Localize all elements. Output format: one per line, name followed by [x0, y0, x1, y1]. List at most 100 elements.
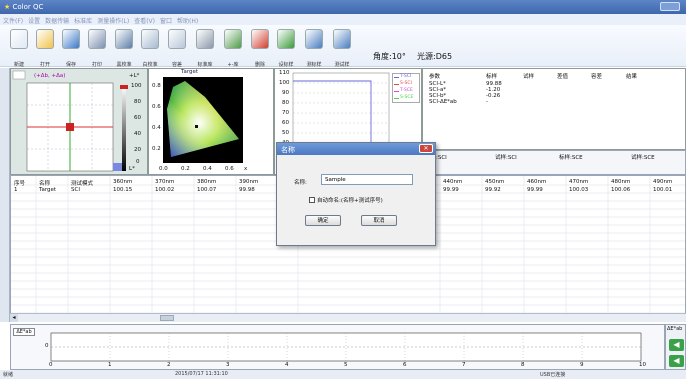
toolbar-label: 黑校准: [116, 62, 132, 68]
toolbar-label: 容差: [171, 62, 182, 68]
column-header[interactable]: 440nm: [443, 179, 463, 185]
name-label: 名称:: [294, 180, 307, 186]
horizontal-scrollbar[interactable]: ◂: [10, 313, 686, 322]
table-cell[interactable]: 99.92: [485, 187, 501, 193]
y-tick: 90: [282, 90, 289, 96]
column-header[interactable]: 380nm: [197, 179, 217, 185]
table-cell[interactable]: Target: [39, 187, 57, 193]
toolbar-button[interactable]: 测试样: [331, 29, 353, 68]
auto-name-checkbox[interactable]: [309, 197, 315, 203]
arrow-left-icon[interactable]: ◀: [669, 339, 684, 351]
trend-x-tick: 0: [49, 362, 53, 368]
status-bar: 就绪 2015/07/17 11:31:10 USB已连接: [0, 370, 686, 379]
scroll-left-icon[interactable]: ◂: [10, 314, 18, 322]
table-cell[interactable]: SCI: [71, 187, 80, 193]
toolbar-button[interactable]: 容差: [166, 29, 188, 68]
arrow-left-icon[interactable]: ◀: [669, 355, 684, 367]
toolbar-button[interactable]: 保存: [60, 29, 82, 68]
table-cell[interactable]: 99.98: [239, 187, 255, 193]
menu-item[interactable]: 数据传输: [45, 18, 70, 25]
toolbar-button[interactable]: 测标样: [303, 29, 325, 68]
results-header: 容差: [591, 74, 603, 80]
results-cell: SCI-a*: [429, 87, 447, 93]
trend-x-tick: 10: [639, 362, 646, 368]
angle-label: 角度:10°: [373, 52, 406, 61]
trend-y-label: 0: [45, 343, 49, 349]
legend-swatch: [394, 98, 399, 99]
column-header[interactable]: 470nm: [569, 179, 589, 185]
table-cell[interactable]: 100.01: [653, 187, 673, 193]
trend-x-tick: 5: [344, 362, 348, 368]
column-header[interactable]: 480nm: [611, 179, 631, 185]
x-tick: 0.4: [203, 166, 212, 172]
menu-item[interactable]: 文件(F): [3, 18, 24, 25]
column-header[interactable]: 名称: [39, 181, 51, 187]
results-cell: -0.26: [486, 93, 501, 99]
y-tick: 100: [279, 80, 290, 86]
measure-sample-icon: [333, 29, 351, 49]
toolbar-label: 删除: [254, 62, 265, 68]
column-header[interactable]: 490nm: [653, 179, 673, 185]
menu-item[interactable]: 测量操作(L): [97, 18, 130, 25]
column-header[interactable]: 360nm: [113, 179, 133, 185]
menu-item[interactable]: 窗口: [160, 18, 173, 25]
menu-item[interactable]: 设置: [28, 18, 41, 25]
dialog-title: 名称: [281, 146, 295, 154]
toolbar-button[interactable]: 删除: [249, 29, 271, 68]
column-header[interactable]: 序号: [14, 181, 26, 187]
toolbar-button[interactable]: 打印: [86, 29, 108, 68]
table-cell[interactable]: 100.06: [611, 187, 631, 193]
cancel-button[interactable]: 取消: [361, 215, 397, 226]
table-cell[interactable]: 99.99: [443, 187, 459, 193]
trend-tab[interactable]: ΔE*ab: [13, 328, 35, 336]
column-header[interactable]: 390nm: [239, 179, 259, 185]
status-time: 2015/07/17 11:31:10: [175, 371, 228, 377]
results-panel: 参数 标样 试样 差值 容差 结果 SCI-L* 99.88 SCI-a* -1.20 SCI-b*…: [422, 68, 686, 150]
toolbar-button[interactable]: 新建: [8, 29, 30, 68]
results-cell: -1.20: [486, 87, 501, 93]
spectrum-tab[interactable]: 标样:SCE: [559, 155, 583, 161]
column-header[interactable]: 460nm: [527, 179, 547, 185]
table-cell[interactable]: 1: [14, 187, 18, 193]
column-header[interactable]: 370nm: [155, 179, 175, 185]
table-cell[interactable]: 99.99: [527, 187, 543, 193]
l-tick: 40: [134, 131, 141, 137]
legend-swatch: [394, 77, 399, 78]
toolbar-button[interactable]: 白校准: [139, 29, 161, 68]
name-input[interactable]: [321, 174, 413, 185]
column-header[interactable]: 测试模式: [71, 181, 94, 187]
toolbar-button[interactable]: 打开: [34, 29, 56, 68]
status-connection: USB已连接: [540, 372, 566, 378]
trend-x-tick: 9: [580, 362, 584, 368]
toolbar-button[interactable]: 标准库: [194, 29, 216, 68]
toolbar-button[interactable]: 设标样: [275, 29, 297, 68]
spectrum-tab[interactable]: 试样:SCI: [495, 155, 517, 161]
legend-entry: T-SCI: [393, 74, 419, 81]
toolbar-button[interactable]: 黑校准: [113, 29, 135, 68]
open-folder-icon: [36, 29, 54, 49]
table-cell[interactable]: 100.02: [155, 187, 175, 193]
window-controls[interactable]: [660, 2, 680, 11]
menu-item[interactable]: 查看(V): [134, 18, 156, 25]
table-cell[interactable]: 100.03: [569, 187, 589, 193]
left-splitter[interactable]: [0, 68, 10, 322]
close-icon[interactable]: ✕: [419, 144, 433, 153]
menu-item[interactable]: 帮助(H): [177, 18, 199, 25]
menu-item[interactable]: 标准库: [74, 18, 93, 25]
measure-standard-icon: [305, 29, 323, 49]
results-cell: SCI-L*: [429, 81, 446, 87]
table-cell[interactable]: 100.07: [197, 187, 217, 193]
trend-x-tick: 6: [403, 362, 407, 368]
ok-button[interactable]: 确定: [305, 215, 341, 226]
table-cell[interactable]: 100.15: [113, 187, 133, 193]
trend-x-tick: 4: [285, 362, 289, 368]
y-tick: 0.2: [152, 146, 161, 152]
spectrum-tab[interactable]: 试样:SCE: [631, 155, 655, 161]
l-bottom-label: L*: [129, 166, 135, 172]
toolbar-button[interactable]: +-库: [222, 29, 244, 68]
delete-icon: [251, 29, 269, 49]
database-edit-icon: [224, 29, 242, 49]
scroll-thumb[interactable]: [160, 315, 174, 321]
column-header[interactable]: 450nm: [485, 179, 505, 185]
l-tick: 80: [134, 99, 141, 105]
